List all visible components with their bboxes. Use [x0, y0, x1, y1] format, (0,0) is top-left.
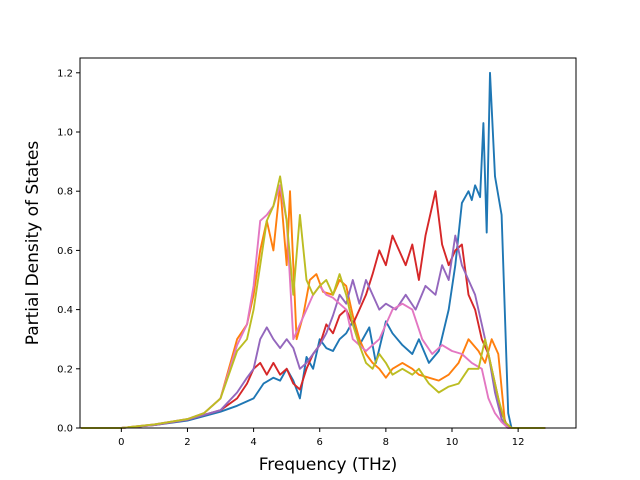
series-line-5 — [80, 184, 546, 429]
y-tick-label: 0.4 — [57, 305, 73, 316]
series-line-2 — [80, 184, 546, 429]
y-axis-label: Partial Density of States — [23, 141, 43, 346]
series-line-4 — [80, 234, 546, 429]
series-line-3 — [80, 190, 546, 429]
x-tick-label: 0 — [118, 437, 124, 448]
x-axis-label: Frequency (THz) — [259, 455, 398, 475]
y-tick-label: 1.0 — [57, 128, 73, 139]
series-line-6 — [80, 175, 546, 429]
x-tick-label: 4 — [250, 437, 256, 448]
series-line-1 — [80, 71, 546, 429]
y-tick-label: 0.8 — [57, 187, 73, 198]
series-layer — [80, 71, 546, 429]
x-axis: 0 2 4 6 8 10 12 — [118, 428, 525, 448]
x-tick-label: 8 — [383, 437, 389, 448]
x-tick-label: 12 — [512, 437, 525, 448]
plot-frame — [79, 57, 577, 429]
x-tick-label: 10 — [446, 437, 459, 448]
y-tick-label: 0.0 — [57, 424, 73, 435]
y-tick-label: 1.2 — [57, 68, 73, 79]
y-tick-label: 0.2 — [57, 364, 73, 375]
x-tick-label: 6 — [317, 437, 323, 448]
y-tick-label: 0.6 — [57, 246, 73, 257]
y-axis: 0.0 0.2 0.4 0.6 0.8 1.0 1.2 — [57, 68, 80, 435]
x-tick-label: 2 — [184, 437, 190, 448]
